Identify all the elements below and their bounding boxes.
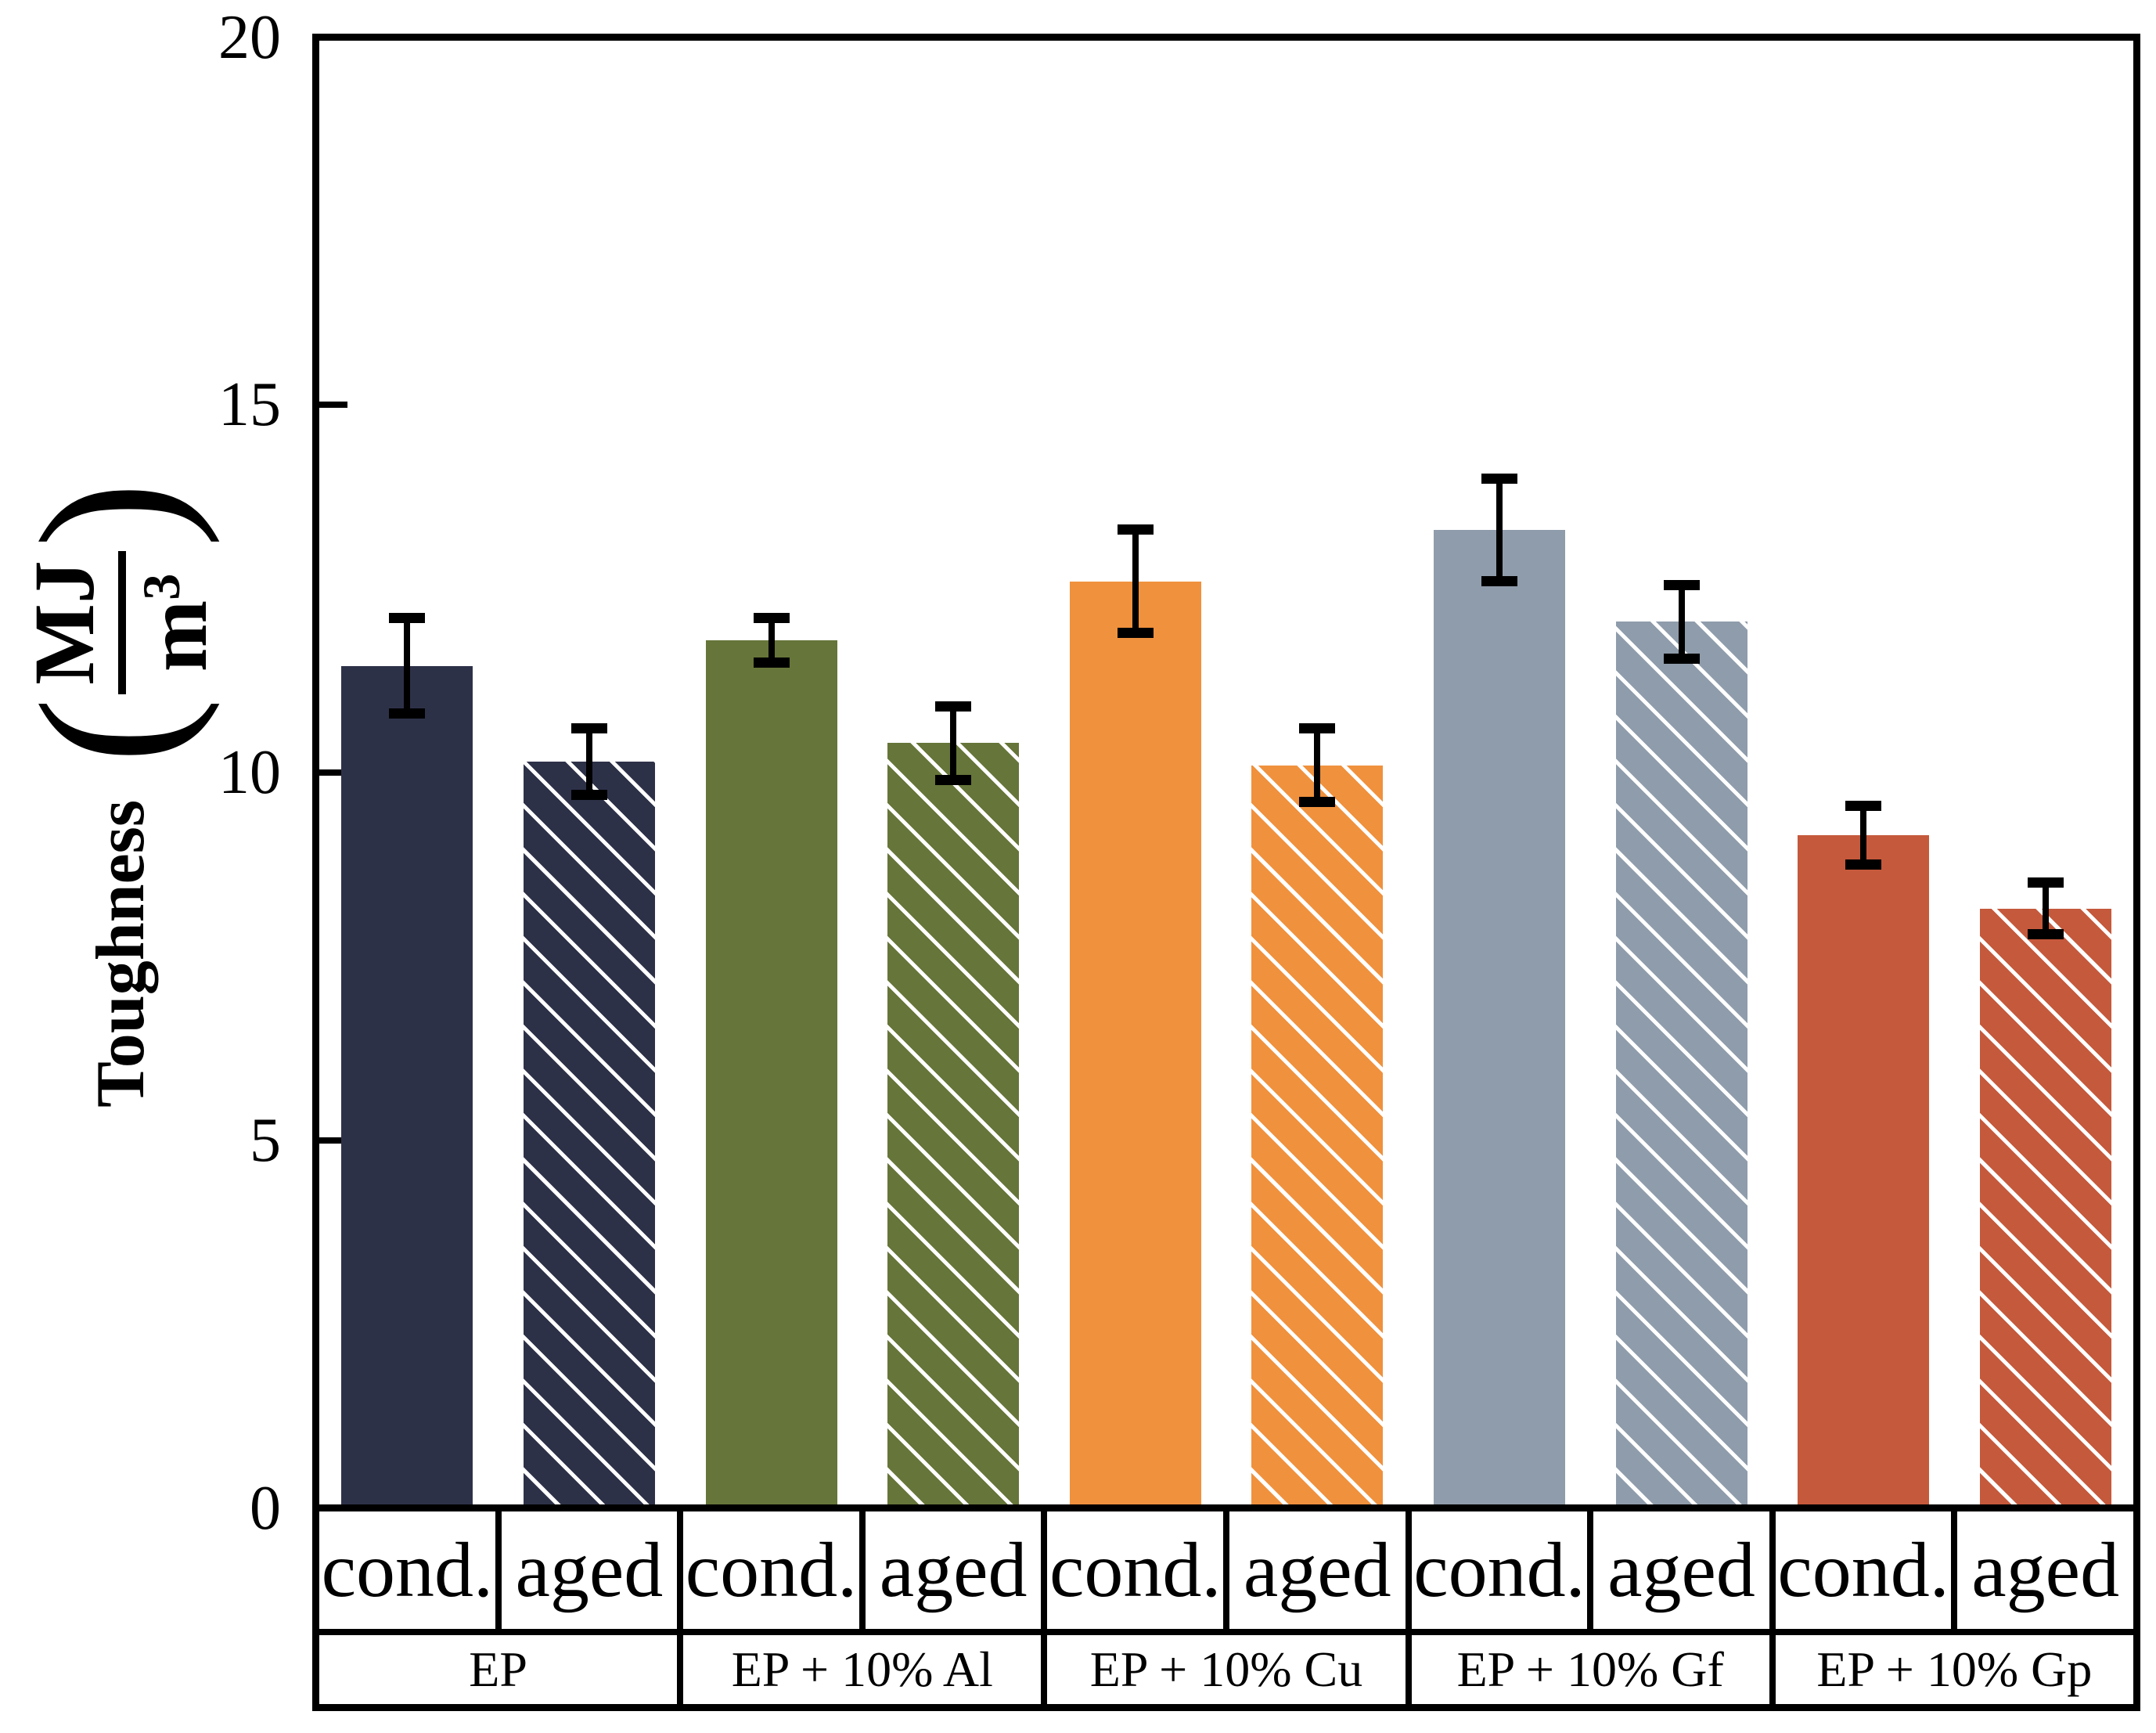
error-bar-cap-bottom xyxy=(570,789,607,800)
error-bar-cap-top xyxy=(1117,524,1154,535)
error-bar-cap-bottom xyxy=(1481,576,1517,587)
error-bar-stem xyxy=(404,618,411,714)
y-tick-label: 5 xyxy=(250,1105,281,1175)
condition-cell: cond. xyxy=(319,1511,495,1629)
bar-ep-aged xyxy=(523,761,655,1511)
bar-ep10gf-cond xyxy=(1433,529,1565,1511)
y-tick xyxy=(319,402,347,409)
category-table: cond. aged cond. aged cond. aged cond. aged cond… xyxy=(312,1504,2140,1711)
error-bar-cap-bottom xyxy=(1663,653,1700,664)
bar-ep10al-cond xyxy=(705,640,837,1511)
bar-ep10al-aged xyxy=(887,743,1020,1511)
unit-fraction: MJ m3 xyxy=(16,551,225,694)
error-bar-cap-top xyxy=(1663,579,1700,590)
error-bar-cap-top xyxy=(570,723,607,734)
group-cell: EP + 10% Al xyxy=(683,1635,1042,1704)
error-bar-cap-top xyxy=(935,701,972,712)
error-bar-cap-top xyxy=(389,613,426,624)
error-bar-stem xyxy=(1496,478,1503,582)
error-bar-cap-top xyxy=(2027,877,2064,888)
bar-ep10gf-aged xyxy=(1615,622,1747,1511)
condition-cell: aged xyxy=(865,1511,1042,1629)
error-bar-stem xyxy=(1860,805,1867,865)
close-paren: ) xyxy=(0,481,221,549)
error-bar-stem xyxy=(1678,585,1685,659)
unit-numerator: MJ xyxy=(16,551,126,694)
error-bar-stem xyxy=(1132,529,1139,633)
error-bar-cap-top xyxy=(753,613,790,624)
condition-cell: cond. xyxy=(1411,1511,1588,1629)
condition-cell: aged xyxy=(1593,1511,1769,1629)
y-tick-label: 20 xyxy=(218,2,281,72)
y-tick-label: 15 xyxy=(218,370,281,440)
bar-ep-cond xyxy=(341,665,473,1511)
bar-ep10cu-aged xyxy=(1251,765,1384,1511)
error-bar-cap-bottom xyxy=(1117,627,1154,638)
condition-cell: aged xyxy=(1229,1511,1406,1629)
error-bar-stem xyxy=(585,728,592,795)
error-bar-stem xyxy=(768,618,775,663)
group-cell: EP + 10% Gf xyxy=(1411,1635,1769,1704)
error-bar-cap-bottom xyxy=(935,774,972,785)
error-bar-cap-top xyxy=(1845,800,1882,811)
group-cell: EP + 10% Cu xyxy=(1047,1635,1406,1704)
error-bar-cap-bottom xyxy=(1299,797,1336,808)
error-bar-stem xyxy=(2042,882,2049,935)
y-tick xyxy=(319,34,347,41)
error-bar-cap-top xyxy=(1481,473,1517,484)
condition-cell: aged xyxy=(501,1511,678,1629)
y-tick-label: 10 xyxy=(218,738,281,807)
condition-cell: cond. xyxy=(1775,1511,1952,1629)
error-bar-cap-bottom xyxy=(2027,929,2064,940)
condition-cell: cond. xyxy=(1047,1511,1223,1629)
error-bar-cap-bottom xyxy=(1845,859,1882,870)
error-bar-stem xyxy=(950,706,957,780)
condition-cell: cond. xyxy=(683,1511,859,1629)
error-bar-cap-bottom xyxy=(389,708,426,719)
y-tick xyxy=(319,769,347,776)
error-bar-cap-top xyxy=(1299,723,1336,734)
y-axis-title: Toughness xyxy=(82,799,159,1108)
y-tick-label: 0 xyxy=(250,1473,281,1543)
group-cell: EP + 10% Gp xyxy=(1775,1635,2133,1704)
bar-ep10cu-cond xyxy=(1069,581,1201,1511)
group-cell: EP xyxy=(319,1635,678,1704)
bar-ep10gp-aged xyxy=(1979,908,2111,1511)
bar-ep10gp-cond xyxy=(1798,834,1930,1511)
condition-cell: aged xyxy=(1957,1511,2133,1629)
error-bar-stem xyxy=(1314,728,1321,802)
error-bar-cap-bottom xyxy=(753,657,790,668)
unit-denominator: m3 xyxy=(129,573,225,672)
y-tick xyxy=(319,1137,347,1144)
